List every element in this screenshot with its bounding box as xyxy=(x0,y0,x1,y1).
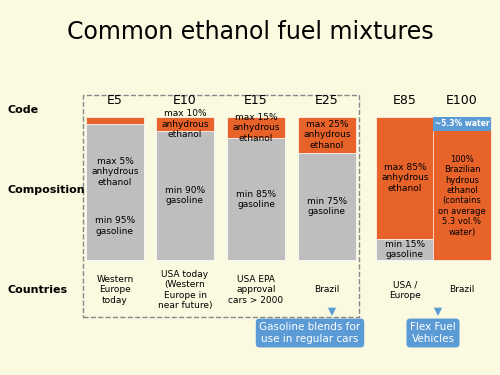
Bar xyxy=(86,117,144,124)
Text: Western
Europe
today: Western Europe today xyxy=(96,275,134,305)
Text: Gasoline blends for
use in regular cars: Gasoline blends for use in regular cars xyxy=(260,322,360,344)
Text: USA EPA
approval
cars > 2000: USA EPA approval cars > 2000 xyxy=(228,275,283,305)
Bar xyxy=(376,238,434,260)
Bar xyxy=(433,117,491,131)
Text: ~5.3% water: ~5.3% water xyxy=(434,120,490,129)
Text: Composition: Composition xyxy=(8,185,86,195)
Text: min 15%
gasoline: min 15% gasoline xyxy=(385,240,425,259)
Bar xyxy=(156,117,214,131)
Bar xyxy=(227,117,285,138)
Text: max 85%
anhydrous
ethanol: max 85% anhydrous ethanol xyxy=(382,163,429,193)
Text: max 5%
anhydrous
ethanol: max 5% anhydrous ethanol xyxy=(91,157,139,187)
Text: USA today
(Western
Europe in
near future): USA today (Western Europe in near future… xyxy=(158,270,212,310)
Bar xyxy=(298,117,356,153)
Bar xyxy=(86,124,144,260)
Text: min 85%
gasoline: min 85% gasoline xyxy=(236,189,276,209)
Text: E15: E15 xyxy=(244,94,268,107)
Text: Brazil: Brazil xyxy=(450,285,474,294)
Text: E100: E100 xyxy=(446,94,478,107)
Text: min 95%
gasoline: min 95% gasoline xyxy=(95,216,135,236)
Text: Common ethanol fuel mixtures: Common ethanol fuel mixtures xyxy=(66,20,434,44)
Bar xyxy=(156,131,214,260)
Text: E85: E85 xyxy=(393,94,417,107)
Bar xyxy=(376,117,434,238)
Bar xyxy=(227,138,285,260)
Text: max 25%
anhydrous
ethanol: max 25% anhydrous ethanol xyxy=(303,120,351,150)
Text: E10: E10 xyxy=(173,94,197,107)
Bar xyxy=(433,117,491,260)
Text: 100%
Brazilian
hydrous
ethanol
(contains
on average
5.3 vol.%
water): 100% Brazilian hydrous ethanol (contains… xyxy=(438,155,486,237)
Text: Brazil: Brazil xyxy=(314,285,340,294)
Text: E25: E25 xyxy=(315,94,339,107)
Text: E5: E5 xyxy=(107,94,123,107)
Text: max 15%
anhydrous
ethanol: max 15% anhydrous ethanol xyxy=(232,113,280,142)
Text: USA /
Europe: USA / Europe xyxy=(389,280,421,300)
Text: min 90%
gasoline: min 90% gasoline xyxy=(165,186,205,206)
Text: Code: Code xyxy=(8,105,39,115)
Bar xyxy=(298,153,356,260)
Text: Countries: Countries xyxy=(8,285,68,295)
Text: min 75%
gasoline: min 75% gasoline xyxy=(307,196,347,216)
Text: Flex Fuel
Vehicles: Flex Fuel Vehicles xyxy=(410,322,456,344)
Text: max 10%
anhydrous
ethanol: max 10% anhydrous ethanol xyxy=(161,109,209,139)
